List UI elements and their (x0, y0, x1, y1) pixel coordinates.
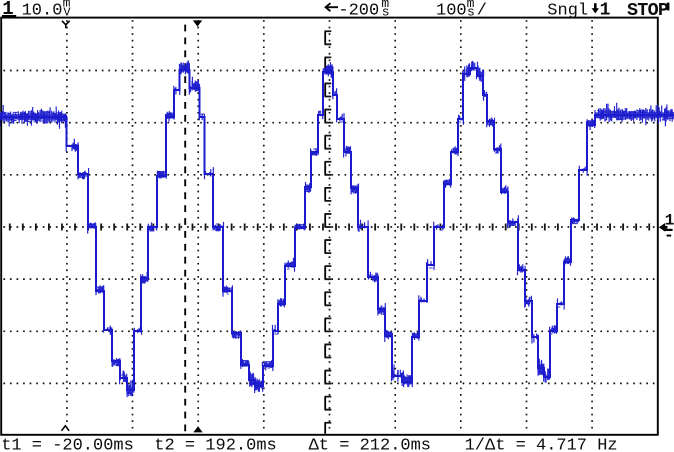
svg-text:-200: -200 (338, 2, 379, 21)
svg-text:1: 1 (600, 1, 611, 21)
svg-text:t1 = -20.00ms: t1 = -20.00ms (1, 436, 134, 452)
svg-text:m: m (63, 0, 71, 10)
svg-text:1: 1 (2, 0, 13, 20)
svg-text:10.0: 10.0 (22, 2, 63, 21)
svg-text:V: V (63, 6, 71, 20)
svg-text:m: m (467, 0, 475, 11)
svg-text:1/Δt = 4.717 Hz: 1/Δt = 4.717 Hz (465, 436, 618, 452)
svg-text:100: 100 (436, 2, 467, 21)
svg-text:1: 1 (665, 212, 674, 230)
svg-text:STOP: STOP (627, 0, 669, 21)
svg-text:s: s (382, 5, 390, 20)
svg-text:Δt = 212.0ms: Δt = 212.0ms (309, 436, 431, 452)
svg-text:s: s (467, 5, 475, 20)
svg-text:Sngl: Sngl (547, 2, 588, 21)
svg-text:/: / (477, 2, 487, 21)
svg-text:t2 = 192.0ms: t2 = 192.0ms (154, 436, 276, 452)
svg-text:m: m (381, 0, 389, 11)
